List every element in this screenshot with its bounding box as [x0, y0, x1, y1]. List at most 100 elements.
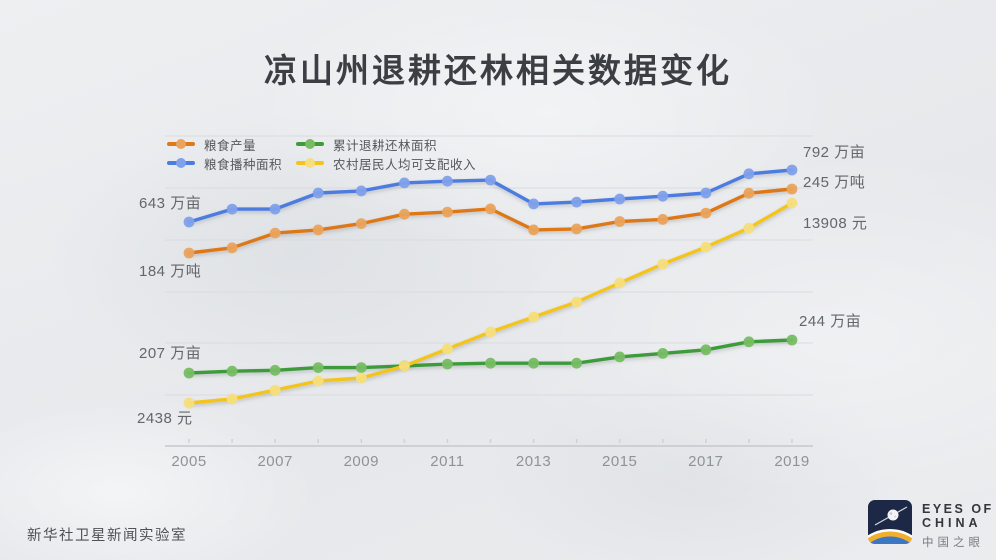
- data-point-grain-output: [700, 207, 712, 219]
- axis-tick: [403, 439, 406, 443]
- series-line-grain-output: [187, 187, 794, 255]
- data-point-rural-income: [614, 277, 626, 289]
- legend-marker-line: [296, 139, 325, 149]
- axis-tick: [532, 439, 535, 443]
- data-point-grain-output: [614, 216, 626, 227]
- data-point-rural-income: [657, 258, 669, 270]
- legend-marker-dot: [305, 139, 316, 149]
- data-point-grain-sown-area: [226, 203, 238, 215]
- data-point-rural-income: [312, 375, 324, 387]
- legend-item-label: 粮食播种面积: [204, 157, 283, 172]
- data-point-grain-sown-area: [657, 190, 669, 202]
- axis-tick: [791, 439, 793, 443]
- data-point-returned-forest-area: [312, 362, 324, 373]
- axis-tick: [360, 439, 363, 443]
- legend-item-rural-income: 农村居民人均可支配收入: [296, 156, 477, 172]
- data-point-rural-income: [700, 241, 712, 253]
- data-point-returned-forest-area: [442, 358, 453, 370]
- legend-marker-dot: [305, 158, 316, 168]
- data-point-rural-income: [786, 197, 798, 209]
- x-axis-label: 2009: [343, 453, 379, 470]
- chart-legend: 粮食产量 粮食播种面积 累计退耕还林面积 农村居民人均可支配收入: [167, 137, 477, 172]
- legend-item-grain-sown-area: 粮食播种面积: [167, 156, 283, 172]
- data-point-returned-forest-area: [700, 344, 712, 356]
- credit-text: 新华社卫星新闻实验室: [27, 528, 187, 544]
- data-point-grain-sown-area: [614, 193, 626, 205]
- x-axis-label: 2011: [430, 453, 465, 470]
- axis-tick: [748, 439, 750, 443]
- grain-output-end-label: 245 万吨: [803, 174, 866, 191]
- data-point-grain-output: [399, 208, 410, 220]
- forest-area-end-label: 244 万亩: [799, 313, 862, 330]
- x-axis-line: [165, 439, 813, 447]
- data-point-rural-income: [269, 384, 281, 396]
- x-axis-label: 2019: [774, 453, 810, 470]
- data-point-grain-sown-area: [399, 177, 410, 189]
- x-axis-label: 2005: [171, 453, 207, 470]
- axis-tick: [705, 439, 707, 443]
- axis-tick: [575, 439, 578, 443]
- grain-output-start-label: 184 万吨: [139, 263, 202, 280]
- data-point-grain-sown-area: [700, 187, 712, 199]
- axis-tick: [662, 439, 664, 443]
- data-point-grain-output: [183, 247, 195, 259]
- legend-marker-dot: [176, 139, 186, 149]
- data-point-grain-sown-area: [485, 174, 496, 186]
- data-point-grain-output: [442, 206, 453, 218]
- data-point-rural-income: [528, 311, 539, 323]
- data-point-grain-output: [571, 223, 582, 235]
- logo-line-1: EYES OF: [922, 502, 994, 516]
- data-point-returned-forest-area: [571, 357, 582, 369]
- data-point-rural-income: [442, 343, 453, 355]
- data-point-grain-output: [485, 203, 496, 215]
- data-point-grain-sown-area: [183, 216, 195, 228]
- legend-item-label: 累计退耕还林面积: [333, 138, 438, 153]
- income-start-label: 2438 元: [137, 410, 193, 427]
- gridlines: [165, 135, 813, 396]
- x-axis-label: 2013: [515, 453, 552, 470]
- data-point-grain-output: [743, 187, 755, 199]
- legend-marker-dot: [176, 158, 186, 168]
- data-point-grain-output: [657, 214, 669, 225]
- satellite-logo-icon: [868, 500, 912, 544]
- x-axis-label: 2015: [602, 453, 638, 470]
- data-point-grain-sown-area: [312, 187, 324, 199]
- legend-item-label: 农村居民人均可支配收入: [333, 157, 477, 172]
- data-point-grain-output: [528, 224, 539, 236]
- data-point-returned-forest-area: [528, 357, 539, 369]
- legend-item-label: 粮食产量: [204, 138, 257, 153]
- axis-tick: [231, 439, 233, 443]
- axis-tick: [317, 439, 319, 443]
- data-point-returned-forest-area: [183, 367, 195, 379]
- axis-tick: [489, 439, 492, 443]
- data-point-grain-sown-area: [571, 196, 582, 208]
- sown-area-end-label: 792 万亩: [803, 144, 866, 161]
- data-point-returned-forest-area: [355, 362, 367, 373]
- series-grain-sown-area: [183, 164, 798, 228]
- data-point-rural-income: [485, 326, 496, 338]
- data-point-grain-sown-area: [269, 203, 281, 215]
- series-rural-income: [183, 197, 798, 409]
- data-point-rural-income: [226, 393, 238, 405]
- data-point-grain-sown-area: [528, 198, 539, 210]
- series-grain-output: [183, 183, 798, 259]
- data-point-returned-forest-area: [743, 336, 755, 348]
- axis-tick: [188, 439, 190, 443]
- data-point-returned-forest-area: [786, 334, 798, 346]
- data-point-grain-sown-area: [442, 175, 453, 187]
- axis-tick: [618, 439, 621, 443]
- x-axis-label: 2017: [688, 453, 724, 470]
- forest-area-start-label: 207 万亩: [139, 345, 202, 362]
- legend-item-returned-forest-area: 累计退耕还林面积: [296, 137, 476, 153]
- data-point-rural-income: [571, 296, 582, 308]
- data-point-grain-output: [269, 227, 281, 239]
- legend-marker-line: [167, 139, 195, 149]
- page-title: 凉山州退耕还林相关数据变化: [264, 52, 732, 89]
- axis-tick: [274, 439, 276, 443]
- income-end-label: 13908 元: [803, 215, 868, 232]
- data-point-grain-sown-area: [743, 168, 755, 180]
- data-point-rural-income: [399, 360, 410, 372]
- logo-line-2: CHINA: [922, 516, 982, 531]
